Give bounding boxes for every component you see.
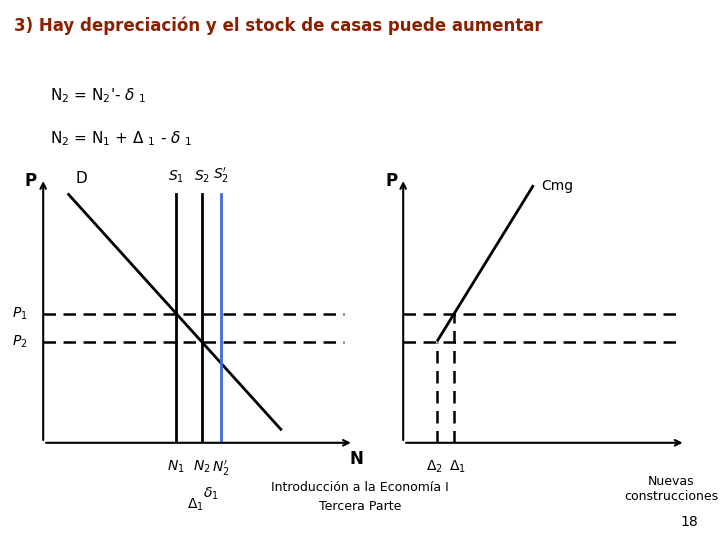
Text: D: D [76,171,87,186]
Text: $S_2$: $S_2$ [194,168,210,185]
Text: $P_2$: $P_2$ [12,334,27,350]
Text: $N_2'$: $N_2'$ [212,459,230,478]
Text: $N_2$: $N_2$ [193,459,210,475]
Text: Nuevas
construcciones: Nuevas construcciones [624,475,718,503]
Text: 3) Hay depreciación y el stock de casas puede aumentar: 3) Hay depreciación y el stock de casas … [14,16,543,35]
Text: $P_1$: $P_1$ [12,306,27,322]
Text: $\Delta_2$: $\Delta_2$ [426,459,442,475]
Text: N$_2$ = N$_1$ + $\Delta$ $_{1}$ - $\delta$ $_{1}$: N$_2$ = N$_1$ + $\Delta$ $_{1}$ - $\delt… [50,130,193,148]
Text: Cmg: Cmg [541,179,574,193]
Text: $N_1$: $N_1$ [168,459,185,475]
Text: Introducción a la Economía I
Tercera Parte: Introducción a la Economía I Tercera Par… [271,481,449,513]
Text: $S_2'$: $S_2'$ [212,166,229,185]
Text: N$_2$ = N$_2$'- $\delta$ $_{1}$: N$_2$ = N$_2$'- $\delta$ $_{1}$ [50,86,147,105]
Text: P: P [24,172,37,190]
Text: $S_1$: $S_1$ [168,168,184,185]
Text: N: N [350,450,364,468]
Text: 18: 18 [680,515,698,529]
Text: $\delta_1$: $\delta_1$ [203,486,219,502]
Text: $\Delta_1$: $\Delta_1$ [449,459,466,475]
Text: $\Delta_1$: $\Delta_1$ [186,497,204,513]
Text: P: P [386,172,397,190]
